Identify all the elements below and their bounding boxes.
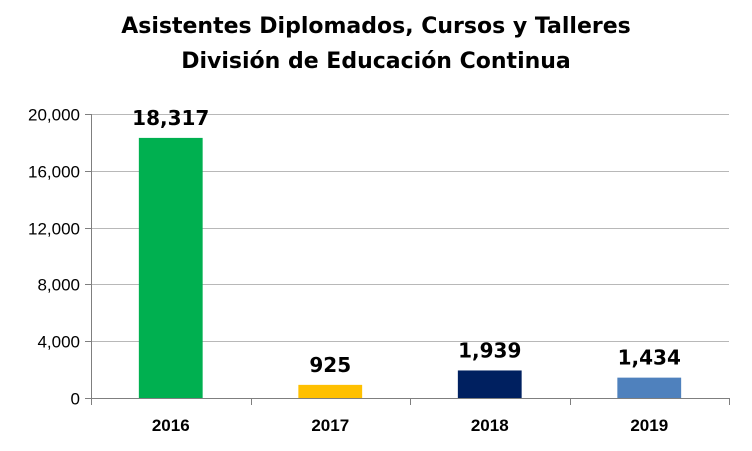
data-label-2018: 1,939	[458, 338, 521, 362]
y-tick-label-20000: 20,000	[28, 106, 80, 125]
x-tick-label-2018: 2018	[471, 416, 509, 435]
y-tick-label-8000: 8,000	[37, 276, 80, 295]
axes	[85, 114, 730, 405]
data-label-2016: 18,317	[132, 106, 209, 130]
bar-2019	[617, 377, 682, 398]
x-tick-label-2019: 2019	[630, 416, 668, 435]
labels: 0 4,000 8,000 12,000 16,000 20,000 18,317 2016 9…	[28, 106, 681, 436]
x-tick-label-2016: 2016	[152, 416, 190, 435]
chart-title-line2: División de Educación Continua	[181, 49, 571, 74]
bar-2016	[138, 137, 203, 398]
bars	[138, 137, 682, 398]
bar-2018	[457, 370, 522, 398]
y-tick-label-4000: 4,000	[37, 333, 80, 352]
y-tick-label-0: 0	[71, 390, 80, 409]
data-label-2017: 925	[309, 353, 351, 377]
data-label-2019: 1,434	[618, 346, 681, 370]
chart-title-line1: Asistentes Diplomados, Cursos y Talleres	[121, 14, 631, 39]
bar-2017	[298, 384, 363, 398]
x-tick-label-2017: 2017	[311, 416, 349, 435]
y-tick-label-12000: 12,000	[28, 220, 80, 239]
y-tick-label-16000: 16,000	[28, 163, 80, 182]
